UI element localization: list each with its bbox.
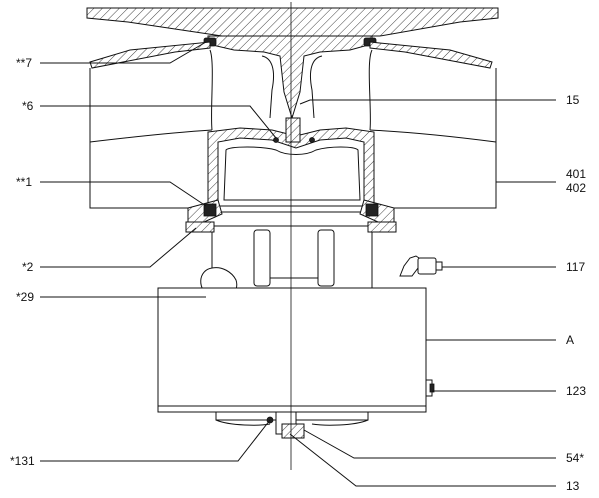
label-connector-123: 123 <box>566 384 586 398</box>
flange-plates <box>89 41 493 69</box>
label-part-6: *6 <box>22 99 34 113</box>
leader-lines <box>40 41 556 487</box>
label-part-131: *131 <box>10 454 35 468</box>
air-fitting[interactable] <box>399 255 443 277</box>
label-part-15: 15 <box>566 93 580 107</box>
label-part-29: *29 <box>16 290 34 304</box>
labels-left: **7 *6 **1 *2 *29 *131 <box>10 56 35 468</box>
label-part-54: 54* <box>566 451 584 465</box>
neck-coupling <box>211 229 373 289</box>
cylinder-body <box>157 287 435 413</box>
bottom-plate <box>215 411 369 439</box>
labels-right: 15 401 402 117 A 123 54* 13 <box>566 93 586 493</box>
outer-housing <box>89 49 497 209</box>
label-flange-2: *2 <box>22 260 34 274</box>
label-assembly-a: A <box>566 333 574 347</box>
label-part-13: 13 <box>566 479 580 493</box>
label-part-401: 401 <box>566 167 586 181</box>
label-seal-1: **1 <box>16 175 32 189</box>
label-part-402: 402 <box>566 181 586 195</box>
label-seal-7: **7 <box>16 56 32 70</box>
label-fitting-117: 117 <box>566 260 585 274</box>
seal-assembly <box>187 199 395 223</box>
